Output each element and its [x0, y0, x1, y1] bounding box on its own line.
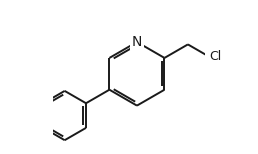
- Text: N: N: [132, 35, 142, 49]
- Text: Cl: Cl: [209, 50, 222, 63]
